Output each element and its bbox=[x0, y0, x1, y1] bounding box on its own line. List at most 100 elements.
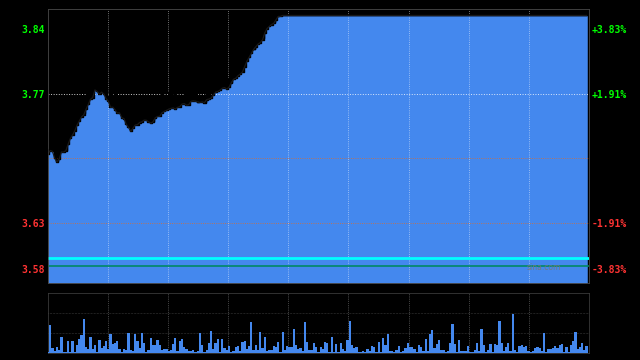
Bar bbox=[396, 350, 397, 353]
Bar bbox=[424, 339, 427, 353]
Bar bbox=[373, 347, 376, 353]
Bar bbox=[499, 321, 500, 353]
Bar bbox=[112, 345, 114, 353]
Bar bbox=[161, 350, 163, 353]
Bar bbox=[541, 351, 543, 353]
Bar bbox=[72, 341, 74, 353]
Bar bbox=[422, 351, 424, 353]
Bar bbox=[454, 343, 456, 353]
Bar bbox=[433, 347, 436, 353]
Bar bbox=[295, 345, 297, 353]
Bar bbox=[465, 351, 467, 353]
Bar bbox=[257, 350, 259, 353]
Bar bbox=[306, 342, 308, 353]
Bar bbox=[376, 352, 378, 353]
Bar bbox=[431, 330, 433, 353]
Bar bbox=[210, 331, 212, 353]
Bar bbox=[74, 352, 76, 353]
Bar bbox=[429, 334, 431, 353]
Bar bbox=[509, 351, 512, 353]
Bar bbox=[494, 344, 496, 353]
Bar bbox=[165, 350, 168, 353]
Bar bbox=[154, 345, 156, 353]
Bar bbox=[239, 351, 241, 353]
Bar bbox=[574, 332, 577, 353]
Bar bbox=[503, 351, 505, 353]
Bar bbox=[223, 348, 226, 353]
Bar bbox=[145, 352, 147, 353]
Bar bbox=[277, 342, 279, 353]
Bar bbox=[467, 346, 469, 353]
Bar bbox=[275, 347, 277, 353]
Bar bbox=[138, 348, 141, 353]
Bar bbox=[190, 351, 192, 353]
Bar bbox=[483, 345, 485, 353]
Bar bbox=[393, 352, 396, 353]
Bar bbox=[268, 350, 270, 353]
Bar bbox=[292, 329, 295, 353]
Bar bbox=[76, 345, 78, 353]
Bar bbox=[60, 337, 63, 353]
Bar bbox=[132, 351, 134, 353]
Bar bbox=[244, 341, 246, 353]
Bar bbox=[385, 345, 387, 353]
Bar bbox=[118, 349, 120, 353]
Bar bbox=[369, 351, 371, 353]
Bar bbox=[478, 351, 481, 353]
Bar bbox=[527, 351, 529, 353]
Bar bbox=[179, 341, 181, 353]
Bar bbox=[538, 348, 541, 353]
Bar bbox=[583, 350, 586, 353]
Bar bbox=[134, 334, 136, 353]
Bar bbox=[371, 346, 373, 353]
Bar bbox=[349, 321, 351, 353]
Bar bbox=[545, 351, 547, 353]
Bar bbox=[411, 347, 413, 353]
Bar bbox=[199, 333, 201, 353]
Bar bbox=[221, 339, 223, 353]
Bar bbox=[529, 352, 532, 353]
Bar bbox=[143, 343, 145, 353]
Bar bbox=[261, 348, 264, 353]
Bar bbox=[273, 346, 275, 353]
Bar bbox=[388, 351, 391, 353]
Bar bbox=[291, 347, 292, 353]
Bar bbox=[81, 335, 83, 353]
Bar bbox=[58, 350, 60, 353]
Bar bbox=[51, 347, 54, 353]
Bar bbox=[351, 345, 353, 353]
Bar bbox=[181, 339, 183, 353]
Bar bbox=[83, 319, 85, 353]
Bar bbox=[490, 344, 492, 353]
Bar bbox=[177, 351, 179, 353]
Bar bbox=[170, 350, 172, 353]
Bar bbox=[246, 349, 248, 353]
Bar bbox=[485, 352, 487, 353]
Bar bbox=[92, 349, 94, 353]
Bar bbox=[255, 345, 257, 353]
Bar bbox=[427, 351, 429, 353]
Bar bbox=[487, 350, 490, 353]
Bar bbox=[476, 343, 478, 353]
Bar bbox=[116, 341, 118, 353]
Bar bbox=[409, 347, 411, 353]
Bar bbox=[451, 324, 454, 353]
Bar bbox=[237, 346, 239, 353]
Bar bbox=[326, 343, 328, 353]
Bar bbox=[554, 346, 556, 353]
Bar bbox=[230, 352, 232, 353]
Bar bbox=[156, 340, 159, 353]
Bar bbox=[577, 349, 579, 353]
Bar bbox=[78, 339, 81, 353]
Bar bbox=[353, 348, 355, 353]
Bar bbox=[547, 349, 550, 353]
Bar bbox=[228, 346, 230, 353]
Bar bbox=[382, 338, 385, 353]
Bar bbox=[172, 344, 174, 353]
Bar bbox=[212, 349, 214, 353]
Bar bbox=[100, 348, 103, 353]
Bar bbox=[496, 345, 499, 353]
Bar bbox=[523, 347, 525, 353]
Bar bbox=[481, 329, 483, 353]
Bar bbox=[360, 352, 362, 353]
